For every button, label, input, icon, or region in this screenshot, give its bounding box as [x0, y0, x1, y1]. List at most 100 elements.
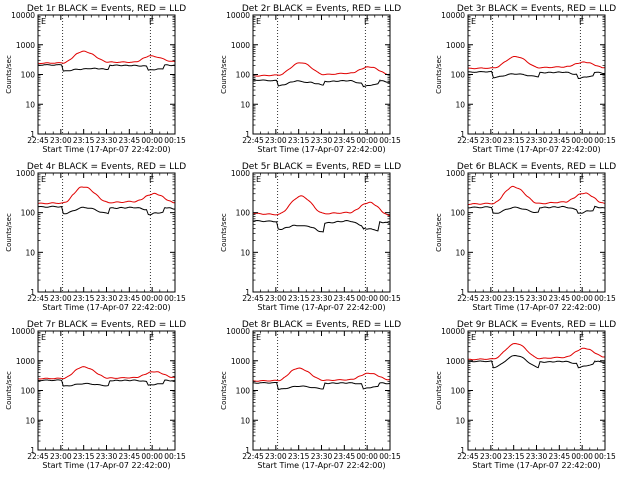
x-tick-label: 00:15	[164, 294, 186, 303]
x-tick-label: 23:30	[96, 294, 118, 303]
y-tick-label: 10000	[226, 327, 250, 336]
annotation-label: E	[364, 17, 369, 26]
x-tick-label: 23:45	[549, 294, 571, 303]
x-tick-label: 23:00	[480, 452, 502, 461]
y-tick-label: 10000	[441, 327, 465, 336]
y-tick-label: 100	[236, 387, 251, 396]
x-tick-label: 00:00	[141, 452, 163, 461]
x-tick-label: 00:15	[164, 136, 186, 145]
series-line-events	[252, 219, 391, 233]
x-tick-label: 23:00	[50, 452, 72, 461]
x-tick-label: 23:30	[311, 136, 333, 145]
y-tick-label: 10	[25, 416, 35, 425]
y-tick-label: 10	[455, 248, 465, 257]
series-line-events	[467, 70, 606, 79]
y-tick-label: 10	[455, 416, 465, 425]
x-tick-label: 23:45	[334, 294, 356, 303]
x-axis-label: Start Time (17-Apr-07 22:42:00)	[257, 303, 385, 312]
x-tick-label: 00:15	[379, 452, 401, 461]
annotation-label: E	[149, 333, 154, 342]
y-tick-label: 1000	[16, 41, 35, 50]
y-tick-label: 1000	[16, 169, 35, 178]
x-tick-label: 00:15	[379, 136, 401, 145]
x-axis-label: Start Time (17-Apr-07 22:42:00)	[472, 145, 600, 154]
plot-frame	[467, 330, 606, 451]
y-tick-label: 1	[460, 288, 465, 297]
annotation-label: E	[41, 17, 46, 26]
y-tick-label: 100	[236, 71, 251, 80]
y-axis-label: Counts/sec	[5, 213, 13, 252]
x-tick-label: 00:15	[379, 294, 401, 303]
panel-det-6r: Det 6r BLACK = Events, RED = LLD E E 1 10 100…	[435, 162, 616, 312]
annotation-label: E	[149, 17, 154, 26]
x-tick-label: 23:00	[50, 294, 72, 303]
x-tick-label: 23:15	[73, 452, 95, 461]
annotation-label: E	[471, 333, 476, 342]
x-axis-label: Start Time (17-Apr-07 22:42:00)	[42, 461, 170, 470]
annotation-label: E	[41, 333, 46, 342]
y-tick-label: 1	[460, 130, 465, 139]
x-axis-label: Start Time (17-Apr-07 22:42:00)	[257, 145, 385, 154]
y-axis-label: Counts/sec	[220, 55, 228, 94]
y-tick-label: 1000	[231, 357, 250, 366]
x-tick-label: 00:15	[594, 136, 616, 145]
x-tick-label: 23:15	[288, 294, 310, 303]
x-axis-label: Start Time (17-Apr-07 22:42:00)	[472, 461, 600, 470]
y-tick-label: 10000	[226, 11, 250, 20]
x-tick-label: 22:45	[242, 136, 264, 145]
y-tick-label: 10	[240, 416, 250, 425]
series-line-events	[37, 379, 176, 387]
x-tick-label: 23:45	[119, 294, 141, 303]
x-tick-label: 22:45	[27, 294, 49, 303]
series-line-events	[37, 205, 176, 216]
x-tick-label: 22:45	[242, 294, 264, 303]
annotation-label: E	[364, 333, 369, 342]
panel-title: Det 4r BLACK = Events, RED = LLD	[27, 162, 186, 172]
y-tick-label: 1000	[446, 169, 465, 178]
x-tick-label: 23:30	[526, 452, 548, 461]
panel-title: Det 3r BLACK = Events, RED = LLD	[457, 4, 616, 14]
y-tick-label: 1	[245, 130, 250, 139]
x-tick-label: 00:00	[356, 136, 378, 145]
x-tick-label: 22:45	[457, 452, 479, 461]
x-tick-label: 00:00	[571, 136, 593, 145]
y-tick-label: 1	[30, 288, 35, 297]
series-line-lld	[37, 186, 176, 205]
x-tick-label: 23:00	[480, 294, 502, 303]
panel-title: Det 1r BLACK = Events, RED = LLD	[27, 4, 186, 14]
annotation-label: E	[579, 175, 584, 184]
x-tick-label: 23:15	[288, 452, 310, 461]
annotation-label: E	[41, 175, 46, 184]
x-tick-label: 00:00	[141, 294, 163, 303]
x-tick-label: 23:45	[119, 136, 141, 145]
series-line-events	[252, 78, 391, 88]
series-line-lld	[252, 367, 391, 382]
y-axis-label: Counts/sec	[435, 55, 443, 94]
plot-frame	[252, 172, 391, 293]
x-axis-label: Start Time (17-Apr-07 22:42:00)	[42, 145, 170, 154]
annotation-label: E	[364, 175, 369, 184]
annotation-label: E	[256, 175, 261, 184]
series-line-lld	[468, 342, 606, 361]
x-tick-label: 23:30	[311, 452, 333, 461]
series-line-events	[252, 381, 391, 391]
x-tick-label: 23:30	[526, 294, 548, 303]
y-tick-label: 10000	[11, 11, 35, 20]
plot-frame	[37, 330, 176, 451]
x-tick-label: 23:15	[503, 294, 525, 303]
annotation-label: E	[471, 175, 476, 184]
y-axis-label: Counts/sec	[435, 371, 443, 410]
y-tick-label: 100	[21, 387, 36, 396]
x-tick-label: 23:45	[119, 452, 141, 461]
x-axis-label: Start Time (17-Apr-07 22:42:00)	[42, 303, 170, 312]
x-tick-label: 23:30	[311, 294, 333, 303]
y-tick-label: 100	[236, 209, 251, 218]
plot-frame	[252, 330, 391, 451]
series-line-events	[468, 354, 606, 369]
x-tick-label: 00:00	[571, 452, 593, 461]
y-tick-label: 100	[451, 209, 466, 218]
y-tick-label: 1000	[16, 357, 35, 366]
y-axis-label: Counts/sec	[5, 371, 13, 410]
x-tick-label: 23:45	[549, 452, 571, 461]
